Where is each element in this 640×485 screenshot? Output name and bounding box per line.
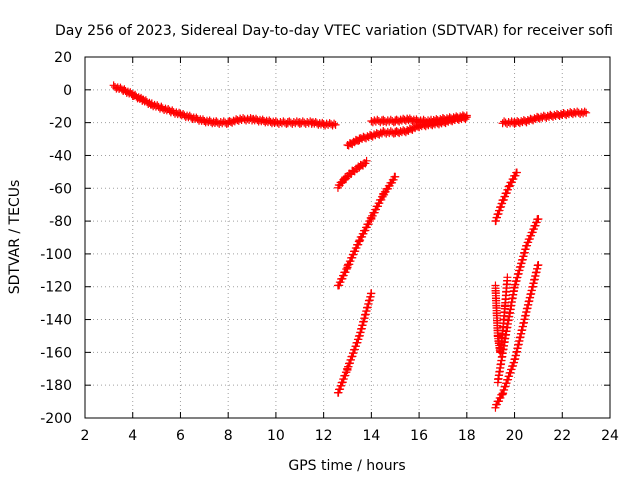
x-tick-label: 20 (506, 428, 524, 444)
y-tick-label: -80 (49, 214, 72, 230)
data-point-marker (330, 119, 339, 128)
x-tick-label: 16 (410, 428, 428, 444)
data-point-marker (362, 156, 371, 165)
y-tick-label: -180 (40, 378, 72, 394)
x-tick-label: 12 (315, 428, 333, 444)
data-series (367, 111, 471, 127)
data-point-marker (512, 168, 521, 177)
chart-title: Day 256 of 2023, Sidereal Day-to-day VTE… (55, 23, 613, 39)
data-points (109, 81, 591, 412)
data-point-marker (503, 273, 512, 282)
x-axis: 2 4 6 8 10 12 14 16 18 20 22 24 (81, 57, 619, 444)
data-series (333, 156, 371, 192)
y-tick-label: -140 (40, 313, 72, 329)
x-tick-label: 22 (553, 428, 571, 444)
x-tick-label: 18 (458, 428, 476, 444)
y-tick-label: -60 (49, 181, 72, 197)
x-tick-label: 24 (601, 428, 619, 444)
data-point-marker (534, 260, 543, 269)
y-tick-label: -160 (40, 345, 72, 361)
data-point-marker (580, 107, 589, 116)
data-point-marker (391, 172, 400, 181)
x-tick-label: 14 (362, 428, 380, 444)
y-tick-label: -100 (40, 247, 72, 263)
data-point-marker (582, 108, 591, 117)
x-tick-label: 8 (224, 428, 233, 444)
x-tick-label: 10 (267, 428, 285, 444)
data-series (333, 289, 376, 397)
y-tick-label: 20 (54, 50, 72, 66)
data-series (491, 273, 512, 357)
data-point-marker (367, 289, 376, 298)
data-series (493, 215, 543, 387)
data-point-marker (462, 111, 471, 120)
data-point-marker (461, 113, 470, 122)
y-tick-label: -200 (40, 411, 72, 427)
y-tick-label: -20 (49, 116, 72, 132)
y-axis-label: SDTVAR / TECUs (7, 180, 23, 295)
data-series (333, 172, 400, 290)
data-series (491, 260, 543, 412)
x-axis-label: GPS time / hours (288, 458, 405, 474)
y-tick-label: -120 (40, 280, 72, 296)
x-tick-label: 6 (176, 428, 185, 444)
data-series (109, 81, 340, 130)
y-tick-label: -40 (49, 148, 72, 164)
y-axis: 20 0 -20 -40 -60 -80 -100 -120 -140 -160 -180 -200 (40, 50, 610, 427)
plot-frame (84, 56, 611, 419)
y-tick-label: 0 (63, 83, 72, 99)
data-series (498, 107, 591, 128)
data-point-marker (534, 215, 543, 224)
data-point-marker (331, 120, 340, 129)
x-tick-label: 4 (128, 428, 137, 444)
x-tick-label: 2 (81, 428, 90, 444)
data-series (491, 168, 521, 226)
